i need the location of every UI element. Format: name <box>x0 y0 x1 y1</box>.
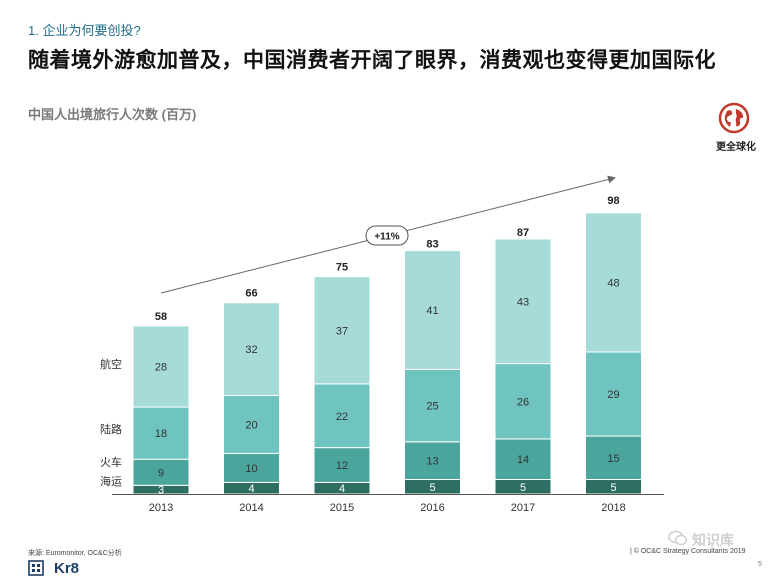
x-tick-label: 2017 <box>511 502 535 514</box>
segment-label: 5 <box>520 482 526 494</box>
total-label: 66 <box>245 288 257 300</box>
segment-label: 32 <box>245 344 257 356</box>
segment-label: 10 <box>245 463 257 475</box>
segment-label: 18 <box>155 428 167 440</box>
section-label: 1. 企业为何要创投? <box>28 23 141 38</box>
segment-label: 29 <box>607 389 619 401</box>
series-label: 海运 <box>100 474 122 488</box>
series-label: 火车 <box>100 455 122 469</box>
segment-label: 26 <box>517 396 529 408</box>
segment-label: 12 <box>336 460 348 472</box>
x-tick-label: 2013 <box>149 502 173 514</box>
segment-label: 37 <box>336 325 348 337</box>
segment-label: 9 <box>158 467 164 479</box>
bar-segment <box>313 276 371 385</box>
growth-badge <box>365 225 409 246</box>
logo-icon <box>28 560 44 576</box>
page-number: 5 <box>758 561 762 568</box>
segment-label: 3 <box>158 485 164 497</box>
segment-label: 13 <box>426 456 438 468</box>
bar-segment <box>132 458 190 486</box>
watermark-text: 知识库 <box>692 532 734 548</box>
bar-segment <box>223 394 280 454</box>
segment-label: 41 <box>426 305 438 317</box>
total-label: 58 <box>155 311 167 323</box>
segment-label: 28 <box>155 361 167 373</box>
bar-segment <box>404 441 461 481</box>
segment-label: 5 <box>610 482 616 494</box>
x-tick-label: 2016 <box>420 502 444 514</box>
bar-segment <box>132 406 190 460</box>
bar-segment <box>494 438 552 481</box>
bar-segment <box>223 302 280 396</box>
segment-label: 22 <box>336 411 348 423</box>
logo-text: Kr8 <box>54 560 80 577</box>
segment-label: 20 <box>245 419 257 431</box>
segment-label: 15 <box>607 453 619 465</box>
bar-segment <box>404 250 461 370</box>
total-label: 98 <box>607 195 619 207</box>
trend-group: +11% <box>160 175 616 294</box>
segment-label: 14 <box>517 454 529 466</box>
bars-group: 3 9 18 28 58 2013 4 10 20 32 66 2014 4 12 22 37 75 2015 5 1… <box>100 195 664 514</box>
segment-label: 25 <box>426 401 438 413</box>
total-label: 83 <box>426 238 438 250</box>
watermark-chat-icon <box>668 530 688 546</box>
segment-label: 43 <box>517 296 529 308</box>
chart-title: 中国人出境旅行人次数 (百万) <box>28 107 197 122</box>
series-label: 陆路 <box>100 422 122 436</box>
segment-label: 5 <box>429 482 435 494</box>
series-label: 航空 <box>100 357 122 371</box>
x-tick-label: 2014 <box>239 502 263 514</box>
x-tick-label: 2018 <box>601 502 625 514</box>
bar-segment <box>313 447 371 483</box>
page-headline: 随着境外游愈加普及，中国消费者开阔了眼界，消费观也变得更加国际化 <box>28 49 716 72</box>
segment-label: 4 <box>248 483 254 495</box>
globe-label: 更全球化 <box>716 142 756 153</box>
bar-segment <box>585 435 642 481</box>
growth-annotation: +11% <box>374 232 399 243</box>
footer-copyright: | © OC&C Strategy Consultants 2019 <box>630 548 746 555</box>
globe-icon <box>718 102 750 134</box>
footer-source: 来源: Euromonitor, OC&C分析 <box>28 550 122 557</box>
total-label: 75 <box>336 262 348 274</box>
bar-segment <box>313 383 371 449</box>
bar-segment <box>585 212 642 353</box>
segment-label: 4 <box>339 483 345 495</box>
total-label: 87 <box>517 227 529 239</box>
x-tick-label: 2015 <box>330 502 354 514</box>
bar-segment <box>494 238 552 365</box>
segment-label: 48 <box>607 277 619 289</box>
bar-segment <box>223 452 280 483</box>
bar-segment <box>132 325 190 408</box>
bar-segment <box>404 368 461 443</box>
bar-segment <box>494 363 552 440</box>
